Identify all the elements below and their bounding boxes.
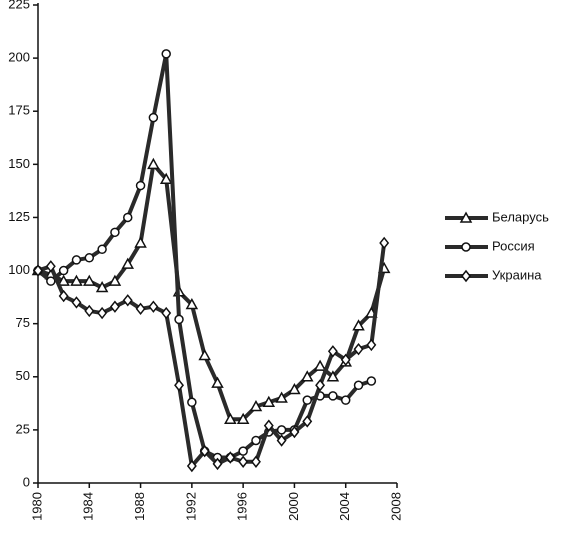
marker xyxy=(33,264,43,277)
legend-marker xyxy=(459,211,473,223)
marker xyxy=(199,444,210,458)
marker xyxy=(251,455,261,468)
marker xyxy=(276,434,287,447)
marker xyxy=(71,296,82,309)
marker xyxy=(328,391,338,401)
x-tick-label: 1988 xyxy=(132,492,147,521)
x-tick-label: 2004 xyxy=(337,492,352,521)
marker xyxy=(121,257,135,269)
x-tick-label: 1984 xyxy=(81,492,96,521)
marker xyxy=(161,49,171,59)
marker xyxy=(108,274,122,286)
marker xyxy=(379,236,390,250)
marker xyxy=(123,212,133,223)
marker xyxy=(327,345,338,358)
marker xyxy=(302,415,313,428)
marker xyxy=(134,236,147,248)
marker xyxy=(353,342,364,356)
marker xyxy=(187,397,197,408)
marker xyxy=(45,260,56,273)
marker xyxy=(83,274,96,286)
marker xyxy=(251,435,261,446)
marker xyxy=(262,395,276,408)
marker xyxy=(366,338,377,352)
marker xyxy=(288,382,301,395)
marker xyxy=(186,459,197,473)
marker xyxy=(211,376,224,388)
x-tick-label: 1996 xyxy=(235,492,250,521)
y-tick-label: 225 xyxy=(8,0,30,11)
y-tick-label: 75 xyxy=(16,315,30,330)
legend-label: Россия xyxy=(492,238,535,253)
marker xyxy=(275,391,288,403)
marker xyxy=(185,298,199,310)
x-tick-label: 2000 xyxy=(286,492,301,521)
x-tick-label: 1992 xyxy=(183,492,198,521)
marker xyxy=(340,395,351,405)
marker xyxy=(238,446,248,456)
y-tick-label: 175 xyxy=(8,103,30,118)
y-tick-label: 25 xyxy=(16,421,30,436)
y-tick-label: 0 xyxy=(23,474,30,489)
legend-label: Украина xyxy=(492,267,542,282)
marker xyxy=(147,157,160,170)
marker xyxy=(58,265,69,276)
marker xyxy=(326,370,340,382)
marker xyxy=(57,274,70,286)
marker xyxy=(122,294,133,307)
marker xyxy=(159,172,173,184)
marker xyxy=(289,425,300,439)
legend-label: Беларусь xyxy=(492,209,549,224)
marker xyxy=(70,274,83,286)
series-line xyxy=(37,242,387,469)
marker xyxy=(212,457,223,471)
marker xyxy=(109,300,120,313)
marker xyxy=(97,306,108,320)
marker xyxy=(46,276,56,286)
marker xyxy=(236,412,250,425)
y-tick-label: 100 xyxy=(8,262,30,277)
x-tick-label: 1980 xyxy=(29,492,44,521)
marker xyxy=(161,306,172,320)
y-tick-label: 50 xyxy=(16,368,30,383)
marker xyxy=(148,300,159,313)
marker xyxy=(84,304,95,318)
y-tick-label: 200 xyxy=(8,50,30,65)
legend-marker xyxy=(461,269,471,283)
legend-marker xyxy=(461,242,471,252)
marker xyxy=(148,112,159,123)
marker xyxy=(366,376,377,386)
marker xyxy=(352,319,365,331)
marker xyxy=(174,379,184,392)
marker xyxy=(95,281,109,293)
marker xyxy=(97,244,107,255)
y-tick-label: 125 xyxy=(8,209,30,224)
marker xyxy=(135,302,146,315)
marker xyxy=(71,255,82,265)
marker xyxy=(315,379,326,392)
x-tick-label: 2008 xyxy=(388,492,403,521)
marker xyxy=(238,455,249,468)
marker xyxy=(110,227,120,238)
marker xyxy=(58,289,69,303)
marker xyxy=(313,359,327,371)
marker xyxy=(276,425,287,435)
marker xyxy=(302,395,312,405)
marker xyxy=(353,380,364,391)
marker xyxy=(224,412,237,425)
marker xyxy=(198,348,211,361)
marker xyxy=(300,370,314,382)
marker xyxy=(225,451,236,464)
marker xyxy=(84,253,95,263)
marker xyxy=(340,353,351,366)
marker xyxy=(249,399,263,412)
marker xyxy=(174,314,184,325)
marker xyxy=(263,419,274,432)
marker xyxy=(135,180,146,191)
y-tick-label: 150 xyxy=(8,156,30,171)
